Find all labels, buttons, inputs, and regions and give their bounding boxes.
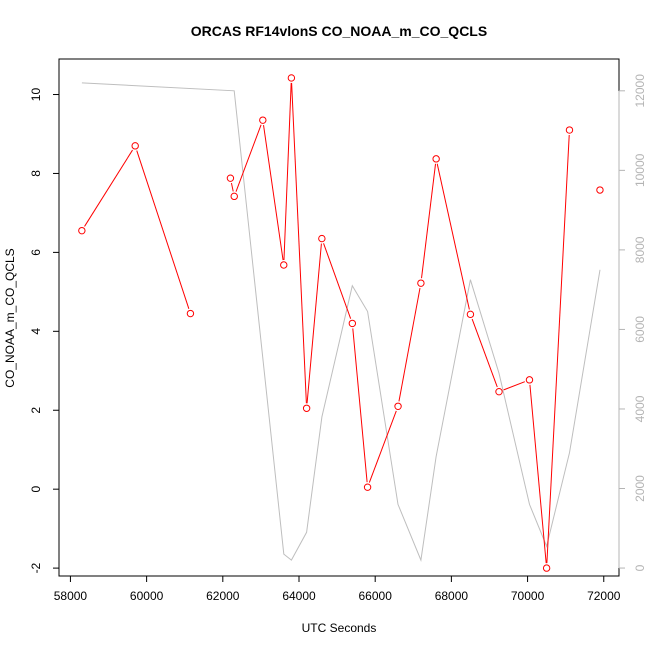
y2-tick-label: 6000 xyxy=(633,316,647,343)
data-point xyxy=(131,142,139,150)
data-point xyxy=(432,155,440,163)
data-point xyxy=(280,261,288,269)
series-segment xyxy=(84,149,133,227)
series-segment xyxy=(546,135,570,564)
data-point xyxy=(363,483,372,491)
data-point xyxy=(318,234,326,243)
series-segment xyxy=(136,150,190,309)
x-tick-label: 58000 xyxy=(54,589,88,603)
series-segment xyxy=(529,384,547,564)
bottom-axis: 58000 60000 62000 64000 66000 68000 70000 72000 xyxy=(54,575,621,603)
y-tick-label: 2 xyxy=(29,407,43,414)
x-tick-label: 60000 xyxy=(130,589,164,603)
data-point xyxy=(287,74,296,82)
data-point xyxy=(226,174,235,182)
y2-tick-label: 0 xyxy=(633,564,647,571)
x-tick-label: 72000 xyxy=(587,589,621,603)
y-tick-label: -2 xyxy=(29,562,43,573)
series-segment xyxy=(352,328,368,483)
series-segment xyxy=(235,124,262,192)
x-tick-label: 68000 xyxy=(435,589,469,603)
series-segment xyxy=(368,410,397,483)
series-segment xyxy=(421,163,437,279)
data-point xyxy=(466,310,475,319)
series-segment xyxy=(263,125,284,261)
data-point xyxy=(302,404,311,412)
data-point xyxy=(542,564,551,572)
y-tick-label: 4 xyxy=(29,328,43,335)
x-tick-label: 70000 xyxy=(511,589,545,603)
y-tick-label: 6 xyxy=(29,249,43,256)
data-point xyxy=(186,309,195,318)
series-segment xyxy=(230,182,234,192)
data-point xyxy=(394,402,402,410)
y2-tick-label: 12000 xyxy=(633,74,647,108)
series-line-right xyxy=(81,82,601,562)
series-segment xyxy=(436,163,470,310)
right-axis: 0 2000 4000 6000 8000 10000 12000 xyxy=(618,74,647,571)
x-tick-label: 64000 xyxy=(282,589,316,603)
series-segment xyxy=(503,381,525,391)
data-point xyxy=(78,226,86,235)
y2-tick-label: 8000 xyxy=(633,236,647,263)
series-segment xyxy=(398,287,421,402)
data-point xyxy=(525,376,534,384)
y2-tick-label: 2000 xyxy=(633,475,647,502)
left-axis: -2 0 2 4 6 8 10 xyxy=(29,88,60,573)
series-segment xyxy=(283,82,292,261)
data-point xyxy=(565,126,574,134)
x-axis-label: UTC Seconds xyxy=(302,621,377,635)
y-tick-label: 10 xyxy=(29,88,43,102)
series-segment xyxy=(306,243,322,404)
y-tick-label: 8 xyxy=(29,170,43,177)
data-point xyxy=(230,192,238,201)
series-segment xyxy=(291,82,307,404)
x-tick-label: 62000 xyxy=(206,589,240,603)
data-point xyxy=(348,319,357,328)
chart-title: ORCAS RF14vlonS CO_NOAA_m_CO_QCLS xyxy=(191,23,487,39)
x-tick-label: 66000 xyxy=(359,589,393,603)
data-point xyxy=(259,116,267,124)
plot-frame xyxy=(58,58,620,577)
series-layer xyxy=(78,74,604,572)
y-axis-label: CO_NOAA_m_CO_QCLS xyxy=(3,248,17,387)
data-point xyxy=(417,279,425,287)
series-segment xyxy=(323,243,352,319)
y2-tick-label: 4000 xyxy=(633,395,647,422)
y-tick-label: 0 xyxy=(29,486,43,493)
data-point xyxy=(495,387,503,396)
series-segment xyxy=(471,318,498,388)
y2-tick-label: 10000 xyxy=(633,153,647,187)
data-point xyxy=(596,186,604,194)
